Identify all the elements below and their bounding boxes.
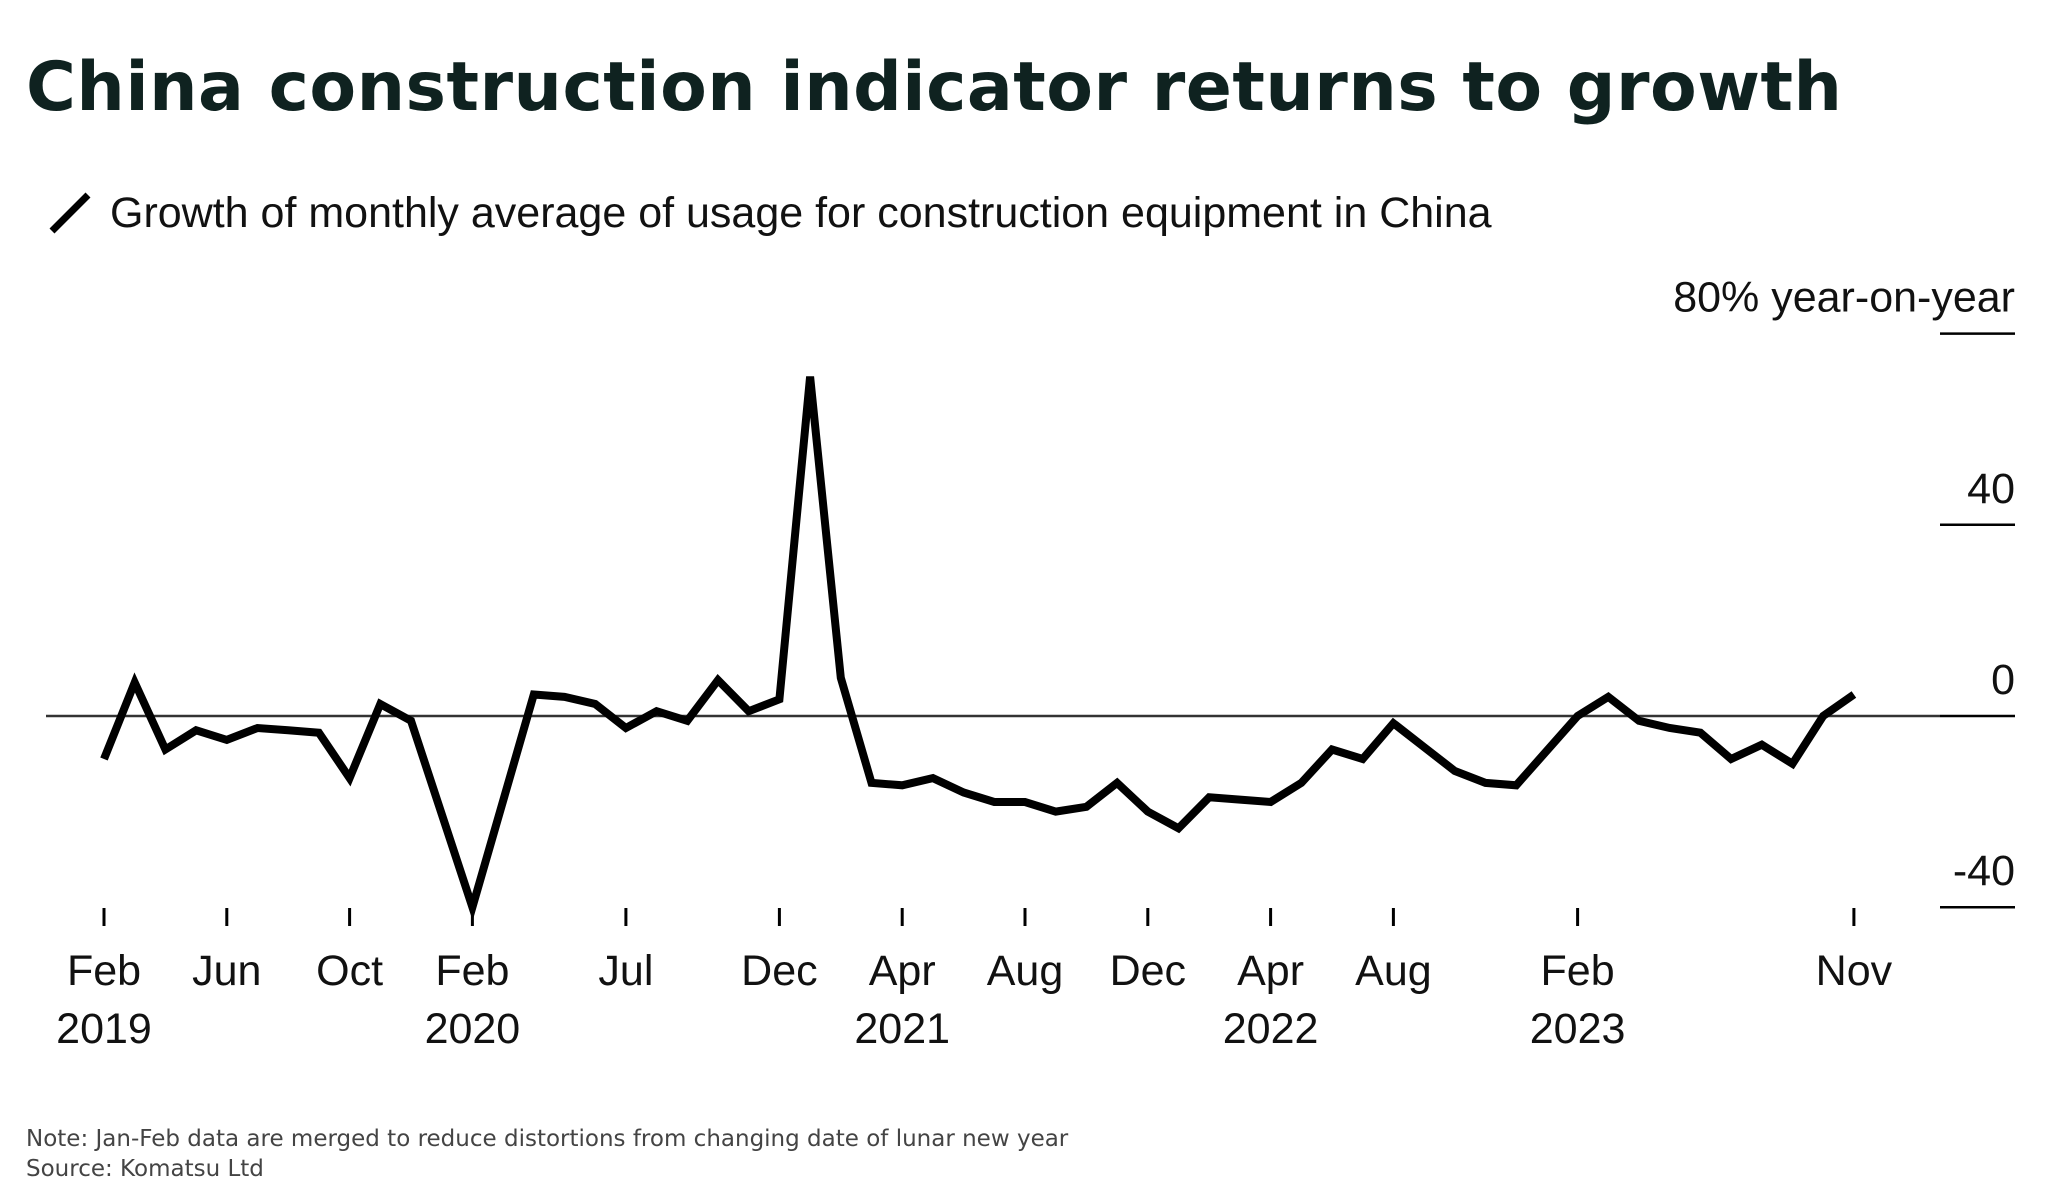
x-tick-label: Dec — [741, 947, 817, 995]
x-tick-label: Apr — [869, 947, 936, 995]
x-tick-label: Aug — [1355, 947, 1432, 995]
y-tick-label: 0 — [1991, 656, 2015, 704]
x-tick-label: Jun — [192, 947, 261, 995]
chart-note: Note: Jan-Feb data are merged to reduce … — [26, 1126, 1069, 1152]
x-tick-year-label: 2023 — [1530, 1005, 1626, 1053]
chart-title: China construction indicator returns to … — [26, 48, 1843, 127]
x-tick-label: Jul — [598, 947, 653, 995]
x-tick-year-label: 2022 — [1223, 1005, 1319, 1053]
x-tick-label: Dec — [1110, 947, 1186, 995]
x-tick-label: Aug — [987, 947, 1064, 995]
x-tick-label: Oct — [316, 947, 383, 995]
x-tick-label: Nov — [1816, 947, 1893, 995]
y-tick-label: 80% year-on-year — [1673, 274, 2015, 322]
legend: Growth of monthly average of usage for c… — [48, 188, 1492, 238]
x-tick-year-label: 2020 — [425, 1005, 521, 1053]
diagonal-line-icon — [49, 192, 91, 234]
x-tick-year-label: 2019 — [56, 1005, 152, 1053]
x-tick-label: Feb — [435, 947, 509, 995]
chart-source: Source: Komatsu Ltd — [26, 1156, 264, 1182]
x-tick-label: Apr — [1237, 947, 1304, 995]
y-tick-label: -40 — [1953, 847, 2015, 895]
series-line — [100, 376, 1857, 921]
x-tick-label: Feb — [67, 947, 141, 995]
x-tick-label: Feb — [1541, 947, 1615, 995]
y-tick-label: 40 — [1967, 465, 2015, 513]
x-tick-year-label: 2021 — [854, 1005, 950, 1053]
legend-label: Growth of monthly average of usage for c… — [110, 188, 1492, 237]
